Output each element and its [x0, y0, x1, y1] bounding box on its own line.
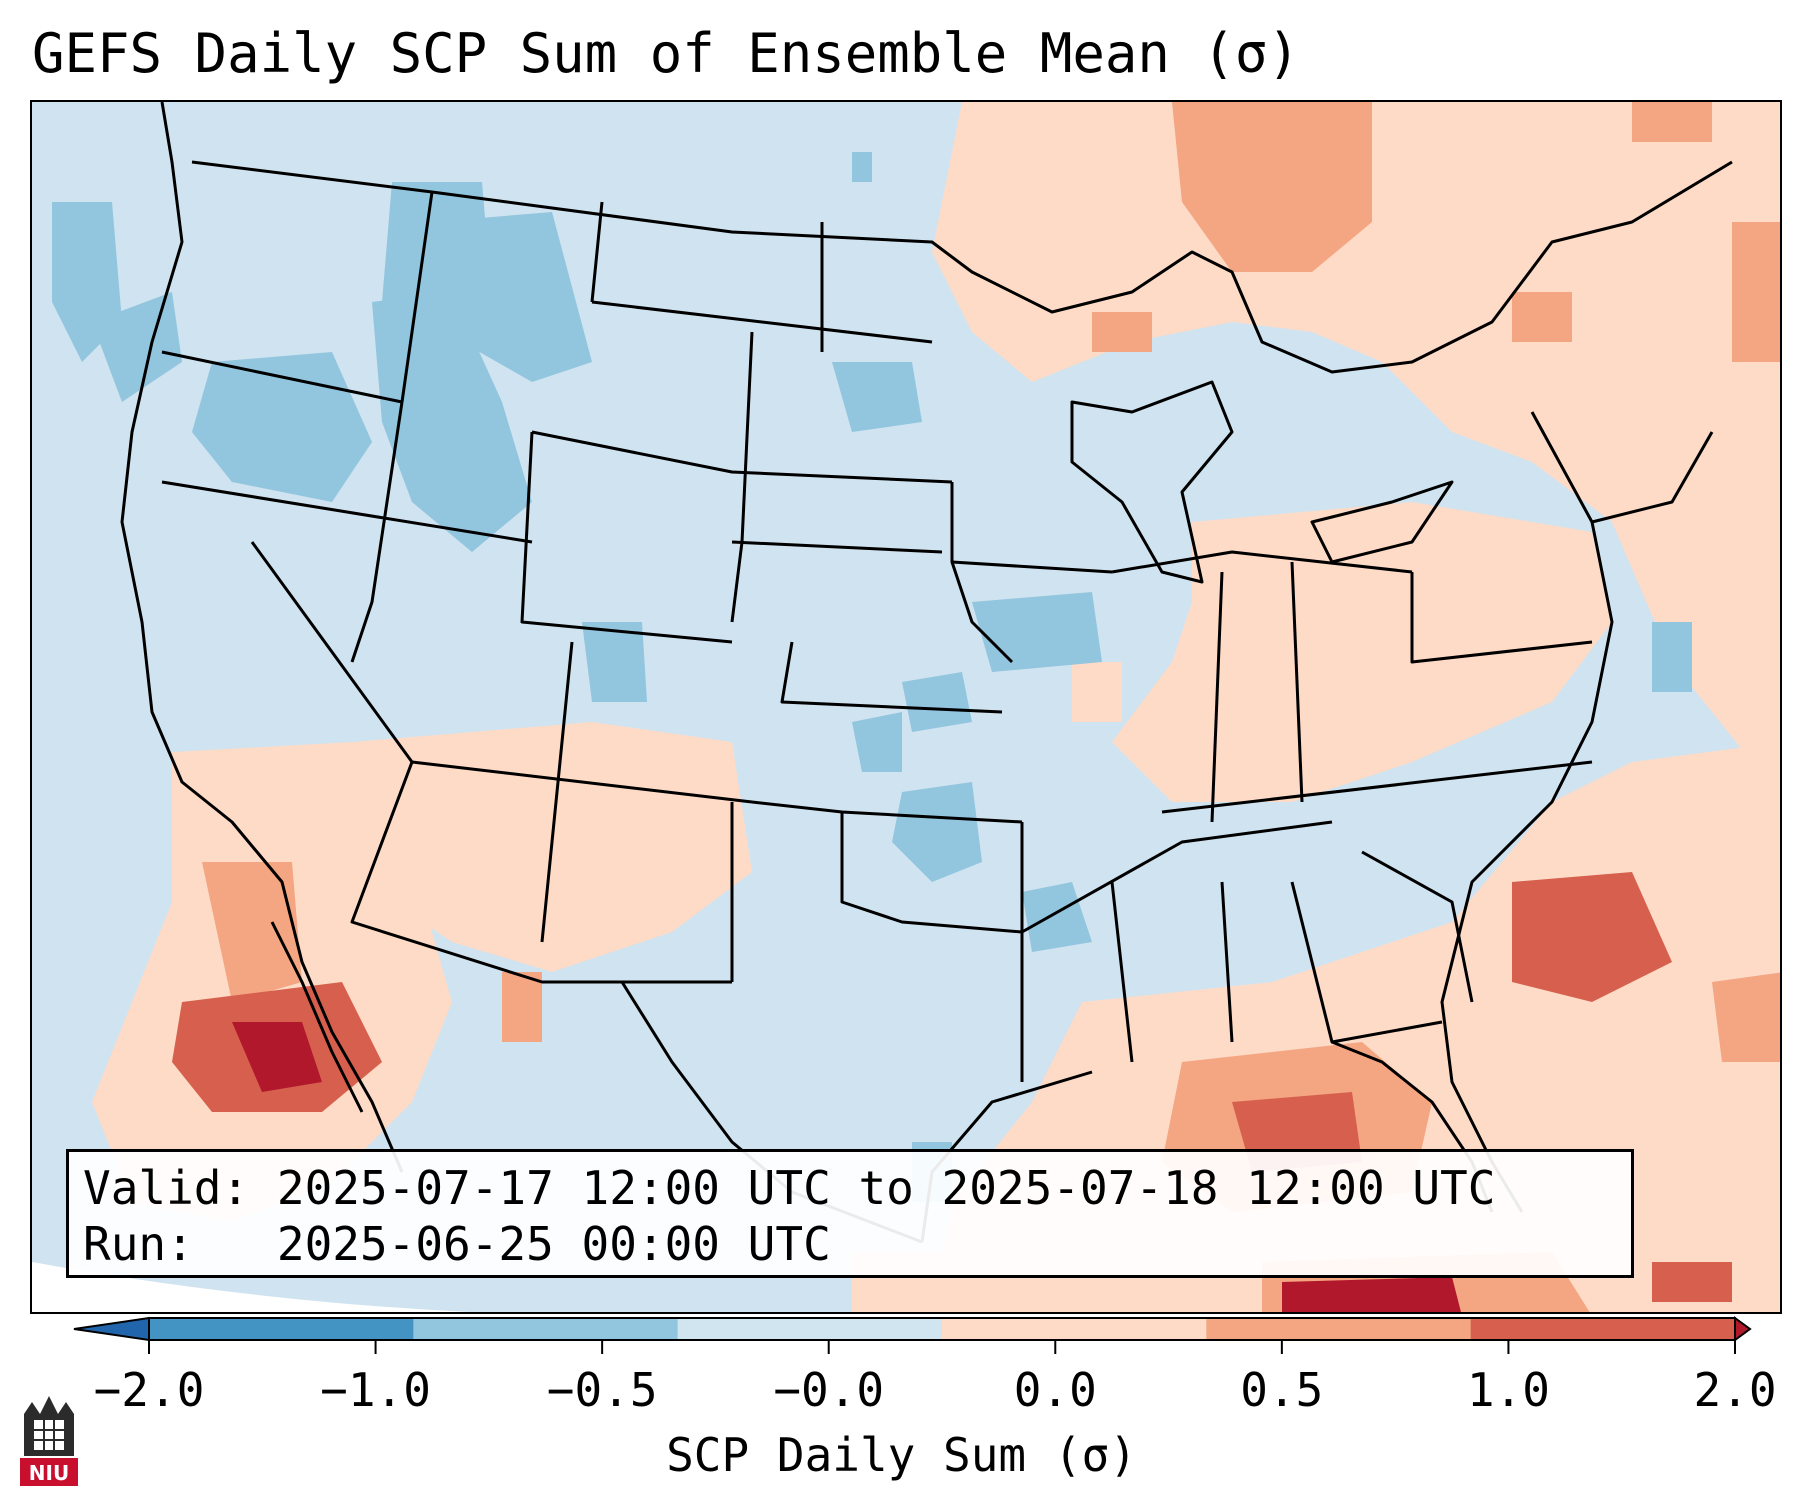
- positive-region-southwest: [92, 722, 752, 1222]
- colorbar-segment: [149, 1318, 414, 1340]
- state-boundaries: [120, 102, 1733, 1244]
- scp-map: [32, 102, 1780, 1312]
- niu-logo: NIU: [20, 1396, 78, 1486]
- colorbar-tick-label: −2.0: [93, 1363, 205, 1417]
- colorbar-tick-label: −1.0: [320, 1363, 431, 1417]
- map-panel: [30, 100, 1782, 1314]
- positive-region-northeast: [932, 102, 1780, 797]
- out-of-domain-area: [32, 1262, 469, 1312]
- colorbar-over-arrow: [1734, 1316, 1752, 1342]
- colorbar-segment: [677, 1318, 943, 1340]
- colorbar-tick-label: −0.0: [773, 1363, 885, 1417]
- colorbar-segment: [942, 1318, 1207, 1340]
- run-time: 2025-06-25 00:00 UTC: [276, 1217, 831, 1271]
- colorbar-tick-label: −0.5: [546, 1363, 658, 1417]
- valid-label: Valid:: [83, 1161, 250, 1215]
- colorbar-tick-label: 0.5: [1240, 1363, 1324, 1417]
- chart-title: GEFS Daily SCP Sum of Ensemble Mean (σ): [32, 22, 1300, 85]
- run-label: Run:: [83, 1217, 194, 1271]
- colorbar-tick-label: 0.0: [1013, 1363, 1097, 1417]
- negative-mid-patches: [52, 152, 1692, 1202]
- colorbar-segment: [1470, 1318, 1736, 1340]
- valid-range: 2025-07-17 12:00 UTC to 2025-07-18 12:00…: [276, 1161, 1496, 1215]
- colorbar-tick-label: 2.0: [1693, 1363, 1777, 1417]
- colorbar-label: SCP Daily Sum (σ): [666, 1428, 1137, 1482]
- validity-info-box: Valid: 2025-07-17 12:00 UTC to 2025-07-1…: [66, 1149, 1634, 1278]
- colorbar-segment: [1206, 1318, 1472, 1340]
- positive-region-midatlantic: [1072, 502, 1612, 802]
- colorbar-under-arrow: [73, 1316, 150, 1342]
- logo-text: NIU: [29, 1461, 69, 1485]
- colorbar-tick-label: 1.0: [1466, 1363, 1550, 1417]
- colorbar-segment: [413, 1318, 679, 1340]
- colorbar: [73, 1316, 1752, 1354]
